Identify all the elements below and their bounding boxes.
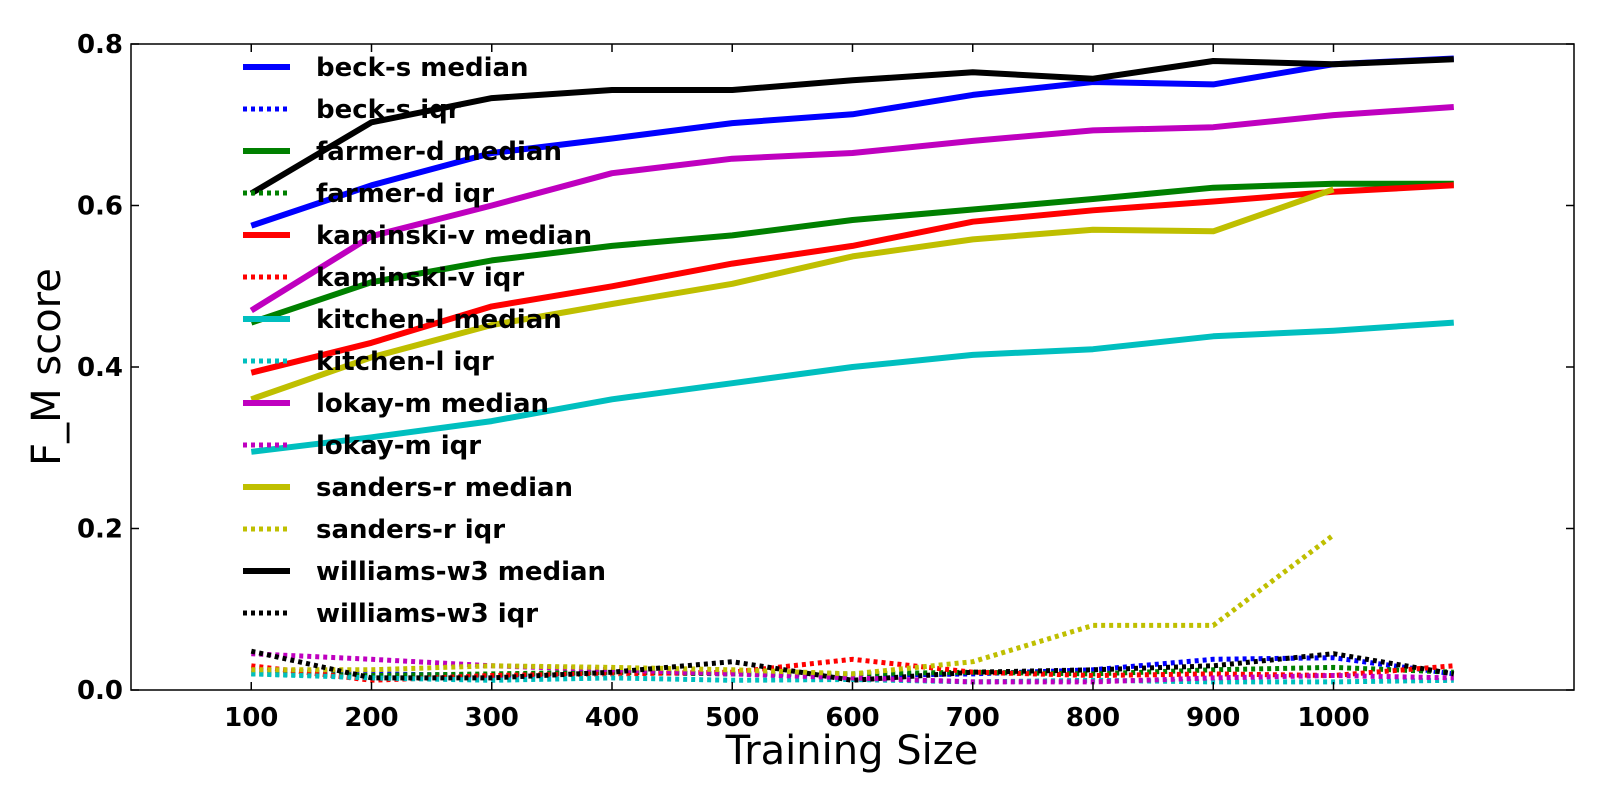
x-tick-label: 400 xyxy=(585,703,639,733)
y-tick-label: 0.6 xyxy=(77,192,123,222)
x-tick-label: 300 xyxy=(465,703,519,733)
x-tick-label: 100 xyxy=(224,703,278,733)
x-tick-label: 1000 xyxy=(1297,703,1369,733)
axis-ticks: 100 200 300 400 500 600 700 800 900 1000 0.0 0.2 0.4… xyxy=(77,30,1574,733)
legend-label-kitchen-l-median: kitchen-l median xyxy=(316,305,562,335)
series-line-lokay-m-median xyxy=(249,104,1455,314)
legend-label-lokay-m-iqr: lokay-m iqr xyxy=(316,431,481,461)
series-line-farmer-d-median xyxy=(250,180,1454,326)
series-line-sanders-r-iqr xyxy=(251,533,1336,677)
y-tick-label: 0.2 xyxy=(77,515,123,545)
series-layer xyxy=(249,55,1455,685)
x-tick-label: 700 xyxy=(946,703,1000,733)
legend-label-sanders-r-iqr: sanders-r iqr xyxy=(316,515,505,545)
y-tick-label: 0.4 xyxy=(77,353,123,383)
legend-label-farmer-d-iqr: farmer-d iqr xyxy=(316,179,494,209)
x-tick-label: 900 xyxy=(1186,703,1240,733)
x-tick-label: 500 xyxy=(705,703,759,733)
x-axis-title: Training Size xyxy=(725,728,979,774)
legend-label-kaminski-v-median: kaminski-v median xyxy=(316,221,592,251)
legend-label-kaminski-v-iqr: kaminski-v iqr xyxy=(316,263,524,293)
x-tick-label: 800 xyxy=(1066,703,1120,733)
series-line-williams-w3-median xyxy=(249,56,1454,196)
legend-label-lokay-m-median: lokay-m median xyxy=(316,389,549,419)
legend-label-farmer-d-median: farmer-d median xyxy=(316,137,562,167)
legend-label-williams-w3-iqr: williams-w3 iqr xyxy=(316,599,538,629)
y-tick-label: 0.8 xyxy=(77,30,123,60)
series-line-williams-w3-iqr xyxy=(250,648,1455,683)
x-tick-label: 600 xyxy=(825,703,879,733)
x-tick-label: 200 xyxy=(344,703,398,733)
legend: beck-s median beck-s iqr farmer-d median fa… xyxy=(243,53,606,629)
legend-label-williams-w3-median: williams-w3 median xyxy=(316,557,606,587)
series-line-beck-s-median xyxy=(250,55,1454,229)
legend-label-kitchen-l-iqr: kitchen-l iqr xyxy=(316,347,494,377)
series-line-kitchen-l-median xyxy=(250,319,1455,455)
y-tick-label: 0.0 xyxy=(77,676,123,706)
series-line-sanders-r-median xyxy=(250,186,1335,403)
legend-label-beck-s-iqr: beck-s iqr xyxy=(316,95,461,125)
legend-label-beck-s-median: beck-s median xyxy=(316,53,529,83)
series-line-kaminski-v-median xyxy=(250,182,1454,376)
y-axis-title: F_M score xyxy=(24,268,70,466)
series-line-lokay-m-iqr xyxy=(251,651,1454,685)
legend-label-sanders-r-median: sanders-r median xyxy=(316,473,573,503)
